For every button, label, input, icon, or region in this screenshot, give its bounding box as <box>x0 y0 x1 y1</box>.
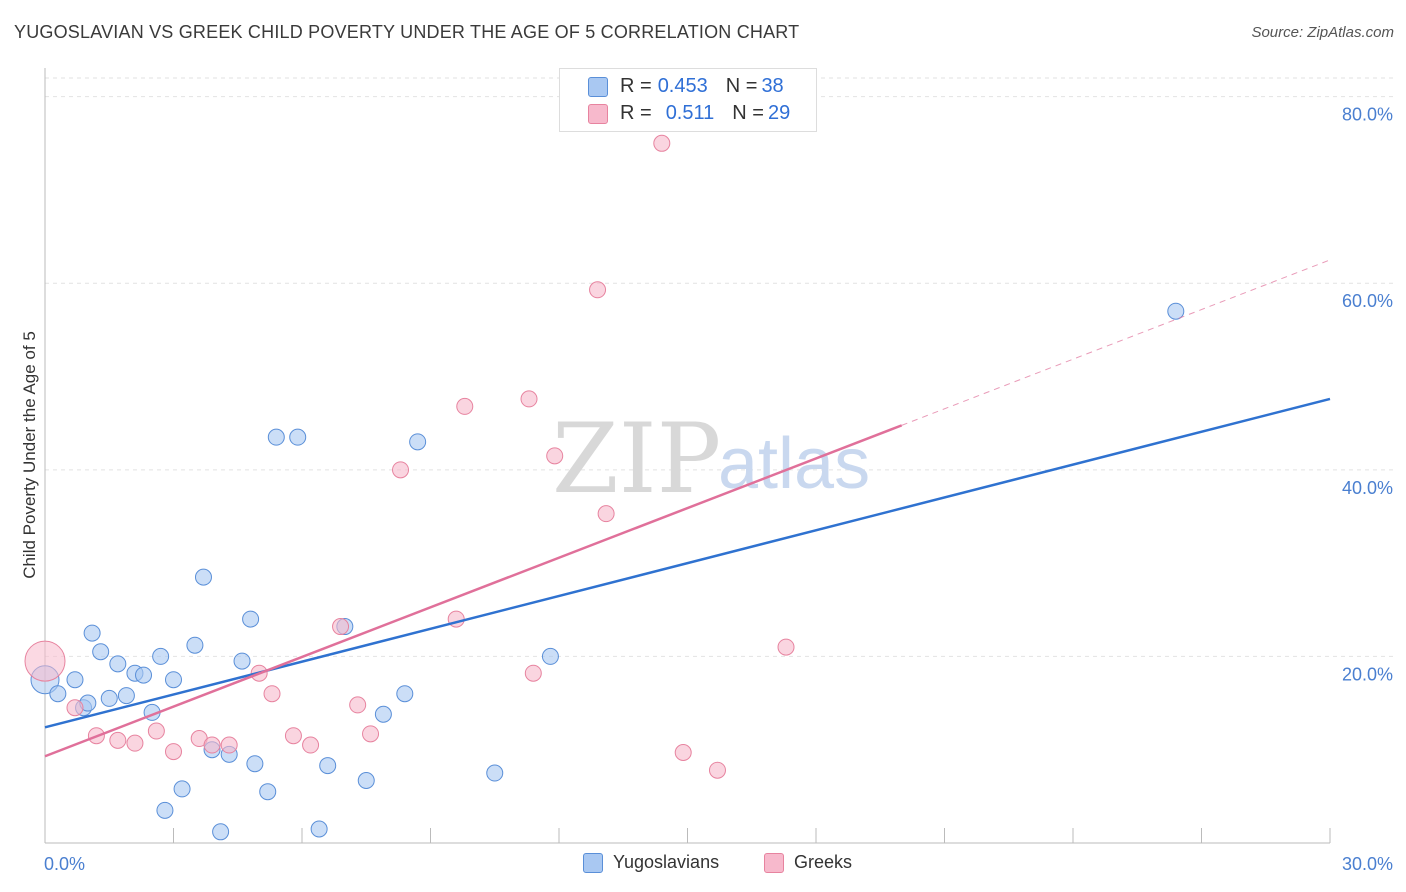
data-point-greeks <box>302 736 320 754</box>
data-point-yugoslavians <box>310 820 328 838</box>
bottom-legend-greeks: Greeks <box>764 852 852 873</box>
legend-n-label: N = <box>725 74 758 97</box>
source-label: Source: ZipAtlas.com <box>1251 24 1394 41</box>
data-point-yugoslavians <box>233 652 251 670</box>
tick-labels: 20.0% 40.0% 60.0% 80.0% 0.0% 30.0% <box>44 105 1393 874</box>
watermark: ZIP atlas <box>552 403 870 515</box>
data-point-yugoslavians <box>246 755 264 773</box>
bottom-legend-yugoslavians: Yugoslavians <box>583 852 719 873</box>
y-tick-label: 20.0% <box>1342 664 1393 684</box>
data-point-yugoslavians <box>409 433 427 451</box>
data-point-greeks <box>524 664 542 682</box>
watermark-atlas: atlas <box>718 424 870 504</box>
data-point-yugoslavians <box>165 671 182 689</box>
trend-line-dashed-greeks <box>901 259 1331 426</box>
x-tick-label: 30.0% <box>1342 854 1393 874</box>
grid-lines <box>45 77 1395 657</box>
legend-swatch-greeks <box>588 104 608 124</box>
data-point-yugoslavians <box>66 671 84 689</box>
x-tick-label: 0.0% <box>44 854 85 874</box>
data-point-greeks <box>126 734 144 752</box>
bottom-legend-label-greeks: Greeks <box>794 852 853 872</box>
chart-title: YUGOSLAVIAN VS GREEK CHILD POVERTY UNDER… <box>14 22 800 42</box>
data-point-yugoslavians <box>242 610 260 628</box>
data-point-yugoslavians <box>156 801 174 819</box>
legend-r-label: R = <box>620 101 652 124</box>
data-point-yugoslavians <box>259 783 277 801</box>
legend-n-value: 38 <box>761 74 784 97</box>
data-point-yugoslavians <box>173 780 191 798</box>
data-point-greeks <box>597 505 615 523</box>
data-point-greeks <box>165 743 182 761</box>
bottom-legend-swatch-greeks <box>764 852 784 873</box>
stats-legend: R = 0.453 N = 38 R = 0.511 N = 29 <box>559 68 817 132</box>
bottom-legend-swatch-yugoslavians <box>583 852 603 873</box>
y-tick-label: 40.0% <box>1342 478 1393 498</box>
data-point-greeks <box>66 699 84 717</box>
data-points <box>24 134 1185 841</box>
data-point-yugoslavians <box>152 647 170 665</box>
legend-n-label: N = <box>732 101 764 124</box>
data-point-greeks <box>708 761 726 779</box>
data-point-yugoslavians <box>374 705 392 723</box>
data-point-greeks <box>284 727 302 745</box>
data-point-yugoslavians <box>135 666 153 684</box>
data-point-yugoslavians <box>212 823 230 841</box>
data-point-greeks <box>203 736 221 754</box>
data-point-greeks <box>392 461 410 479</box>
data-point-greeks <box>332 618 350 636</box>
data-point-yugoslavians <box>267 428 285 446</box>
data-point-yugoslavians <box>109 655 127 673</box>
legend-r-value: 0.511 <box>665 101 715 124</box>
data-point-greeks <box>362 725 380 743</box>
data-point-greeks <box>263 685 281 703</box>
y-tick-label: 80.0% <box>1342 105 1393 125</box>
data-point-greeks <box>589 281 607 299</box>
data-point-yugoslavians <box>117 687 135 705</box>
watermark-zip: ZIP <box>552 403 721 515</box>
data-point-yugoslavians <box>319 757 337 775</box>
data-point-greeks <box>674 744 692 762</box>
data-point-yugoslavians <box>357 771 375 789</box>
data-point-greeks <box>456 397 474 415</box>
data-point-yugoslavians <box>289 428 307 446</box>
data-point-greeks <box>349 696 367 714</box>
data-point-yugoslavians <box>396 685 414 703</box>
data-point-greeks <box>653 134 671 152</box>
legend-row-yugoslavians: R = 0.453 N = 38 <box>620 74 784 98</box>
axes <box>44 68 1331 844</box>
trend-line-greeks <box>44 424 903 758</box>
data-point-yugoslavians <box>186 636 204 654</box>
bottom-legend-label-yugoslavians: Yugoslavians <box>613 852 720 872</box>
data-point-yugoslavians <box>49 685 67 703</box>
data-point-yugoslavians <box>92 643 110 661</box>
data-point-greeks <box>546 447 564 465</box>
data-point-greeks <box>220 736 238 754</box>
y-tick-label: 60.0% <box>1342 291 1393 311</box>
data-point-greeks <box>109 731 127 749</box>
data-point-yugoslavians <box>486 764 504 782</box>
legend-n-value: 29 <box>767 101 791 124</box>
data-point-greeks <box>777 638 795 656</box>
data-point-greeks <box>520 390 538 408</box>
trend-lines <box>44 259 1331 758</box>
legend-row-greeks: R = 0.511 N = 29 <box>620 101 790 125</box>
data-point-yugoslavians <box>194 568 212 586</box>
legend-swatch-yugoslavians <box>588 77 608 97</box>
legend-r-label: R = <box>620 74 652 97</box>
data-point-greeks <box>147 722 165 740</box>
data-point-yugoslavians <box>541 647 559 665</box>
data-point-greeks <box>24 640 66 682</box>
data-point-yugoslavians <box>83 624 101 642</box>
legend-r-value: 0.453 <box>657 74 708 97</box>
data-point-yugoslavians <box>100 689 118 707</box>
data-point-yugoslavians <box>1167 302 1185 320</box>
